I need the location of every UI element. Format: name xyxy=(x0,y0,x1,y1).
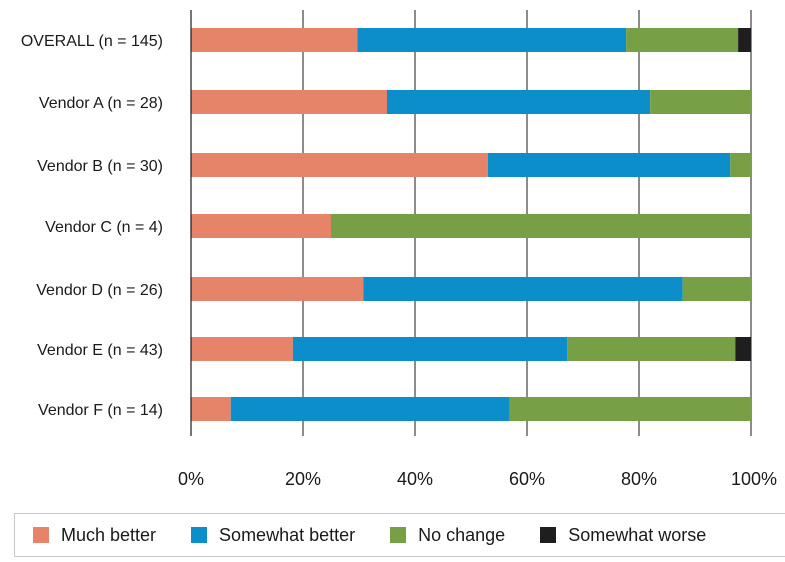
legend-swatch xyxy=(390,527,407,543)
legend-swatch xyxy=(540,527,557,543)
legend-label: No change xyxy=(418,524,506,545)
bar-segment xyxy=(357,28,627,52)
x-tick-label: 60% xyxy=(509,469,545,489)
bar-segment xyxy=(191,214,331,238)
x-tick-label: 100% xyxy=(731,469,777,489)
legend: Much better Somewhat better No change Somew… xyxy=(14,513,785,557)
bar-segment xyxy=(191,337,293,361)
bar-segment xyxy=(650,90,751,114)
bar-segment xyxy=(735,337,751,361)
bar-segment xyxy=(567,337,736,361)
x-tick-label: 40% xyxy=(397,469,433,489)
legend-label: Somewhat better xyxy=(219,524,356,545)
bar-segment xyxy=(292,337,568,361)
bar-segment xyxy=(191,397,231,421)
category-label: Vendor A (n = 28) xyxy=(39,95,163,112)
bar-segment xyxy=(730,153,751,177)
legend-swatch xyxy=(191,527,208,543)
bar-segment xyxy=(509,397,751,421)
legend-label: Much better xyxy=(61,524,157,545)
legend-label: Somewhat worse xyxy=(568,524,707,545)
bar-segment xyxy=(191,28,358,52)
category-label: Vendor D (n = 26) xyxy=(36,282,163,299)
bar-segment xyxy=(363,277,683,301)
category-label: Vendor F (n = 14) xyxy=(38,402,163,419)
bar-segment xyxy=(230,397,510,421)
bar-segment xyxy=(738,28,751,52)
x-tick-label: 0% xyxy=(178,469,204,489)
bar-segment xyxy=(331,214,751,238)
legend-item: Somewhat worse xyxy=(540,525,706,546)
bar-segment xyxy=(191,90,387,114)
bar-segment xyxy=(487,153,731,177)
x-tick-label: 20% xyxy=(285,469,321,489)
x-tick-label: 80% xyxy=(621,469,657,489)
category-label: Vendor E (n = 43) xyxy=(37,342,163,359)
category-label: OVERALL (n = 145) xyxy=(21,33,163,50)
bar-segment xyxy=(626,28,739,52)
category-label: Vendor C (n = 4) xyxy=(45,219,163,236)
category-label: Vendor B (n = 30) xyxy=(37,158,163,175)
bar-segment xyxy=(191,153,488,177)
bar-segment xyxy=(682,277,751,301)
legend-item: Somewhat better xyxy=(191,525,355,546)
stacked-bar-chart: OVERALL (n = 145) Vendor A (n = 28) Vendor… xyxy=(21,10,777,489)
bar-segment xyxy=(191,277,364,301)
bar-segment xyxy=(387,90,651,114)
legend-swatch xyxy=(33,527,49,543)
legend-item: No change xyxy=(390,525,505,546)
legend-item: Much better xyxy=(33,525,156,546)
